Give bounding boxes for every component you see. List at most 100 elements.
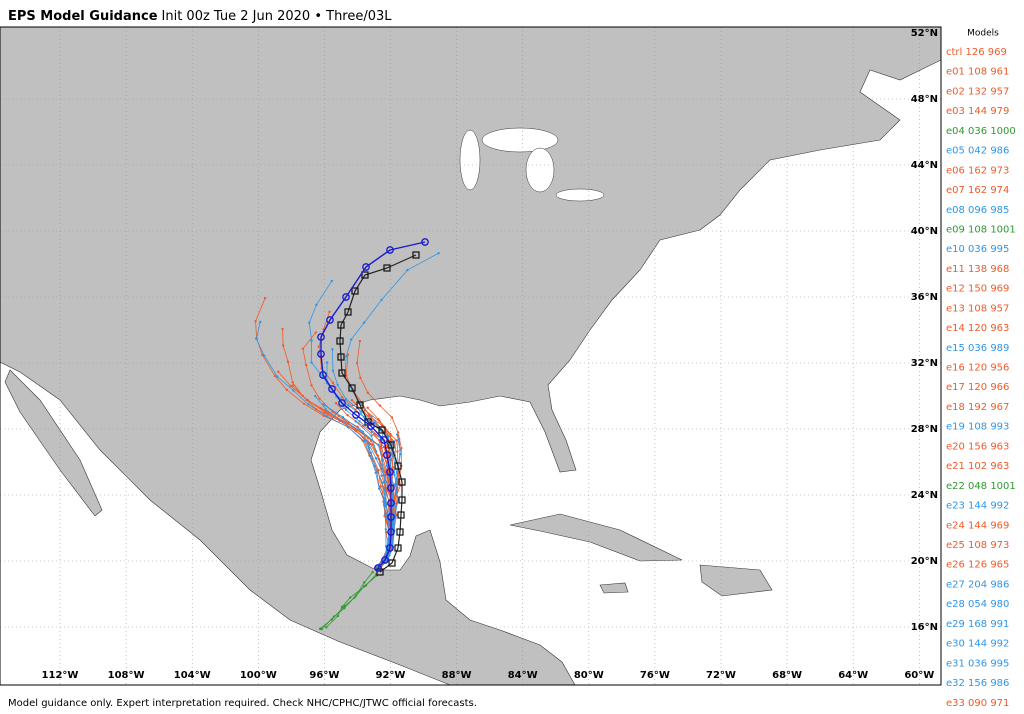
member-point	[380, 458, 384, 461]
member-point	[344, 408, 348, 412]
member-point	[344, 398, 348, 401]
member-point	[374, 457, 378, 460]
member-point	[395, 433, 399, 436]
lon-label: 92°W	[376, 670, 406, 681]
black-point	[394, 544, 402, 552]
lon-label: 112°W	[42, 670, 79, 681]
member-point	[377, 468, 380, 472]
member-point	[328, 310, 331, 314]
member-point	[349, 596, 352, 599]
legend-entry: e23 144 992	[946, 501, 1009, 512]
member-point	[380, 467, 383, 470]
legend-title: Models	[967, 29, 999, 39]
member-point	[381, 481, 384, 484]
hispaniola	[699, 564, 773, 597]
mean-point	[328, 385, 336, 393]
mean-point	[374, 564, 382, 572]
lon-label: 64°W	[838, 670, 868, 681]
member-point	[390, 438, 394, 442]
lat-label: 24°N	[911, 490, 938, 501]
member-point	[314, 408, 318, 411]
member-point	[398, 448, 402, 452]
legend-entry: e08 096 985	[946, 205, 1009, 216]
black-point	[336, 337, 344, 345]
lake	[555, 188, 605, 202]
member-point	[322, 414, 325, 417]
member-track	[321, 571, 373, 630]
member-point	[362, 585, 366, 588]
legend-entry: e25 108 973	[946, 540, 1009, 551]
member-point	[343, 606, 346, 610]
member-point	[346, 353, 350, 356]
member-point	[379, 485, 382, 488]
mean-point	[338, 399, 346, 407]
member-point	[380, 474, 383, 477]
black-point	[337, 353, 345, 361]
baja	[4, 369, 103, 517]
member-point	[276, 370, 280, 373]
black-point	[394, 462, 402, 470]
mean-point	[386, 246, 394, 254]
member-point	[355, 430, 358, 433]
legend-entry: e14 120 963	[946, 323, 1009, 334]
member-point	[254, 319, 257, 323]
member-point	[289, 384, 292, 388]
graticule	[0, 27, 941, 685]
mean-point	[387, 528, 395, 536]
legend-entry: e30 144 992	[946, 639, 1009, 650]
mean-point	[386, 544, 394, 552]
legend-entry: e26 126 965	[946, 560, 1009, 571]
legend-entry: e12 150 969	[946, 284, 1009, 295]
member-point	[367, 446, 371, 450]
member-point	[366, 406, 369, 409]
map	[0, 26, 942, 686]
member-point	[338, 419, 341, 422]
black-point	[348, 384, 356, 392]
mean-track	[320, 241, 426, 569]
lat-label: 20°N	[911, 556, 938, 567]
member-point	[369, 454, 372, 458]
lat-label: 52°N	[911, 28, 938, 39]
member-point	[346, 413, 349, 417]
lon-label: 88°W	[442, 670, 472, 681]
mean-point	[387, 513, 395, 521]
lat-label: 48°N	[911, 94, 938, 105]
member-point	[393, 483, 397, 486]
legend-entry: e24 144 969	[946, 520, 1009, 531]
mean-point	[421, 238, 429, 246]
member-point	[363, 408, 366, 412]
member-point	[346, 403, 350, 407]
black-point	[398, 496, 406, 504]
member-point	[406, 268, 409, 272]
member-point	[340, 396, 344, 399]
member-point	[307, 403, 310, 406]
black-point	[361, 271, 369, 279]
legend-entry: e32 156 986	[946, 678, 1009, 689]
lon-label: 108°W	[108, 670, 145, 681]
mean-point	[387, 499, 395, 507]
member-point	[331, 348, 334, 351]
member-point	[325, 626, 328, 629]
legend-entry: e33 090 971	[946, 698, 1009, 709]
footer: Model guidance only. Expert interpretati…	[8, 698, 477, 709]
member-point	[320, 627, 323, 631]
tracks	[254, 238, 440, 631]
member-point	[255, 337, 258, 341]
member-point	[378, 420, 381, 423]
lake	[525, 147, 555, 193]
member-point	[377, 457, 381, 461]
lon-label: 80°W	[574, 670, 604, 681]
member-point	[395, 439, 398, 442]
member-point	[310, 339, 313, 342]
lon-label: 72°W	[706, 670, 736, 681]
black-point	[397, 511, 405, 519]
member-point	[354, 420, 357, 423]
member-point	[384, 473, 387, 477]
black-point	[356, 401, 364, 409]
legend-entry: e10 036 995	[946, 244, 1009, 255]
member-point	[377, 443, 380, 447]
member-point	[318, 397, 321, 400]
member-point	[302, 402, 306, 406]
member-point	[304, 363, 308, 367]
member-point	[301, 394, 304, 398]
